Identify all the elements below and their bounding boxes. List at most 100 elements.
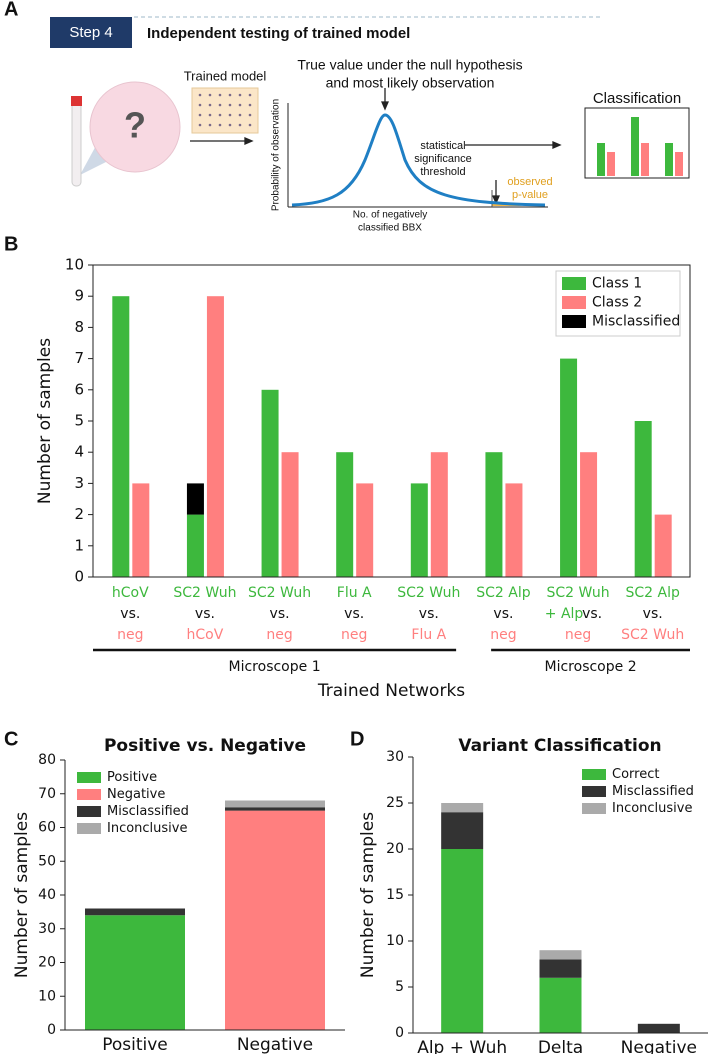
x-tick-label: Negative	[237, 1035, 313, 1054]
sample-illustration	[71, 81, 181, 187]
class1-label: SC2 Wuh	[397, 585, 460, 601]
class1-label: hCoV	[112, 585, 149, 601]
class2-label: Flu A	[411, 627, 446, 643]
step-box	[50, 17, 132, 48]
bar	[410, 483, 428, 577]
separator: vs.	[582, 606, 602, 622]
step-heading: Independent testing of trained model	[147, 25, 410, 42]
legend-label: Misclassified	[107, 804, 189, 819]
class2-label: neg	[565, 627, 591, 643]
separator: vs.	[195, 606, 215, 622]
bar-segment	[225, 810, 325, 1030]
legend-swatch	[77, 823, 101, 834]
y-tick-label: 0	[47, 1022, 56, 1038]
curve-y-axis: Probability of observation	[271, 99, 282, 211]
y-tick-label: 20	[386, 841, 404, 857]
y-tick-label: 5	[74, 412, 84, 430]
separator: vs.	[270, 606, 290, 622]
chart-title: Positive vs. Negative	[104, 736, 306, 756]
bar-segment	[441, 803, 484, 813]
legend-swatch	[77, 772, 101, 783]
curve-x-axis: No. of negatively	[353, 210, 428, 221]
unknown-mark: ?	[124, 105, 146, 146]
legend-swatch	[562, 315, 586, 328]
y-tick-label: 70	[38, 786, 56, 802]
y-tick-label: 50	[38, 853, 56, 869]
legend-label: Negative	[107, 787, 165, 802]
class1-label: + Alp	[545, 606, 584, 622]
legend-label: Class 1	[592, 276, 642, 292]
class1-label: SC2 Alp	[476, 585, 530, 601]
panel-label: A	[4, 0, 18, 20]
bar	[206, 296, 224, 577]
class1-label: SC2 Wuh	[173, 585, 236, 601]
x-tick-label: Positive	[102, 1035, 168, 1054]
legend-swatch	[562, 277, 586, 290]
y-tick-label: 5	[395, 979, 404, 995]
bar-segment	[539, 950, 582, 960]
legend-swatch	[77, 806, 101, 817]
legend-label: Misclassified	[612, 784, 694, 799]
separator: vs.	[120, 606, 140, 622]
legend-label: Misclassified	[592, 314, 680, 330]
class1-label: SC2 Alp	[626, 585, 680, 601]
threshold-label: threshold	[420, 166, 465, 178]
curve	[287, 103, 548, 208]
bar-segment	[225, 800, 325, 808]
panel-label: B	[4, 233, 18, 255]
bar	[654, 514, 672, 577]
x-tick-label: Alp + Wuh	[417, 1038, 507, 1054]
y-tick-label: 9	[74, 287, 84, 305]
separator: vs.	[419, 606, 439, 622]
bar	[356, 483, 374, 577]
bar-segment	[225, 807, 325, 811]
legend-swatch	[562, 296, 586, 309]
class2-label: SC2 Wuh	[621, 627, 684, 643]
output-label: Classification	[593, 90, 681, 107]
class1-label: SC2 Wuh	[248, 585, 311, 601]
bar-segment	[539, 959, 582, 978]
bar	[186, 483, 204, 515]
step-label: Step 4	[69, 24, 112, 41]
bar-segment	[441, 812, 484, 849]
bar	[560, 358, 578, 577]
output-icon	[584, 107, 690, 179]
x-axis-title: Trained Networks	[317, 681, 465, 701]
curve-note: True value under the null hypothesis	[297, 57, 522, 73]
class2-label: neg	[490, 627, 516, 643]
class2-label: hCoV	[187, 627, 224, 643]
bar-segment	[85, 915, 185, 1030]
class1-label: Flu A	[337, 585, 372, 601]
class1-label: SC2 Wuh	[547, 585, 610, 601]
separator: vs.	[493, 606, 513, 622]
threshold-label: statistical	[420, 140, 465, 152]
y-tick-label: 0	[395, 1025, 404, 1041]
bar	[634, 421, 652, 577]
y-axis-title: Number of samples	[35, 338, 55, 504]
y-tick-label: 2	[74, 505, 84, 523]
group-label: Microscope 2	[545, 659, 637, 675]
bar-segment	[85, 908, 185, 916]
y-tick-label: 6	[74, 380, 84, 398]
x-tick-label: Delta	[538, 1038, 583, 1054]
bar-segment	[637, 1023, 680, 1033]
legend-swatch	[77, 789, 101, 800]
class2-label: neg	[266, 627, 292, 643]
bar	[336, 452, 354, 577]
bar	[132, 483, 150, 577]
y-tick-label: 10	[65, 256, 84, 274]
chart-title: Variant Classification	[458, 736, 661, 756]
panel-label: C	[4, 728, 18, 750]
x-tick-label: Negative	[621, 1038, 697, 1054]
y-tick-label: 15	[386, 887, 404, 903]
bar-segment	[539, 977, 582, 1033]
bar	[281, 452, 299, 577]
legend-label: Positive	[107, 770, 157, 785]
bar	[505, 483, 523, 577]
legend-label: Inconclusive	[612, 801, 693, 816]
bar	[430, 452, 448, 577]
bar-segment	[441, 849, 484, 1033]
bar	[261, 389, 279, 577]
legend-label: Correct	[612, 767, 659, 782]
